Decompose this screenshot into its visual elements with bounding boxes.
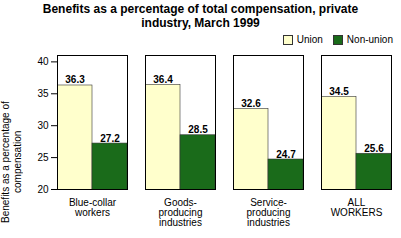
svg-text:Service-producingindustries: Service-producingindustries (247, 196, 291, 227)
html-text:Non-union: Non-union (346, 34, 393, 46)
svg-text:36.4: 36.4 (153, 74, 173, 85)
svg-text:25.6: 25.6 (364, 143, 384, 154)
svg-text:35: 35 (37, 88, 49, 99)
svg-text:24.7: 24.7 (276, 148, 296, 159)
html-text:Benefits as a percentage of to: Benefits as a percentage of total compen… (42, 2, 359, 31)
svg-text:40: 40 (37, 56, 49, 67)
svg-text:27.2: 27.2 (100, 132, 120, 143)
svg-text:ALLWORKERS: ALLWORKERS (331, 196, 383, 217)
svg-text:32.6: 32.6 (241, 98, 261, 109)
svg-text:36.3: 36.3 (65, 74, 85, 85)
svg-text:28.5: 28.5 (188, 124, 208, 135)
html-text:Benefits as a percentage of co: Benefits as a percentage of compensation (0, 100, 23, 223)
svg-text:25: 25 (37, 152, 49, 163)
svg-text:34.5: 34.5 (329, 86, 349, 97)
svg-text:Blue-collarworkers: Blue-collarworkers (69, 196, 117, 217)
html-text:Union: Union (296, 34, 323, 46)
svg-text:Goods-producingindustries: Goods-producingindustries (159, 196, 203, 227)
svg-text:20: 20 (37, 183, 49, 194)
svg-text:30: 30 (37, 120, 49, 131)
